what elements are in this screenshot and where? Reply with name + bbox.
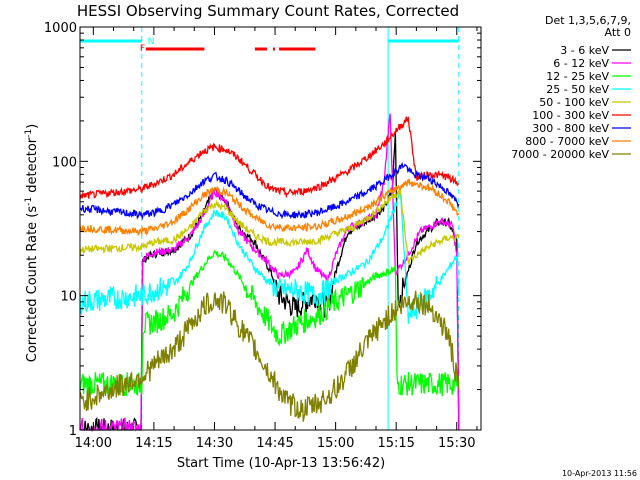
- y-tick-label-2: 100: [52, 155, 77, 170]
- series-line-6: [79, 162, 460, 221]
- series-line-2: [79, 249, 460, 397]
- y-tick-label-3: 1000: [44, 21, 77, 36]
- legend-entry-label-4: 50 - 100 keV: [539, 96, 609, 109]
- series-line-5: [79, 116, 459, 200]
- legend-header-attenuator: Att 0: [605, 26, 631, 39]
- legend-entry-label-1: 6 - 12 keV: [553, 57, 609, 70]
- legend-entry-label-0: 3 - 6 keV: [560, 44, 609, 57]
- plot-frame: [79, 26, 482, 431]
- axes: [79, 26, 482, 431]
- legend-entry-label-8: 7000 - 20000 keV: [511, 148, 609, 161]
- x-tick-label-1: 14:15: [135, 436, 172, 451]
- legend-header-detectors: Det 1,3,5,6,7,9,: [545, 14, 631, 27]
- series-line-8: [79, 290, 460, 422]
- x-tick-label-4: 15:00: [317, 436, 354, 451]
- legend-entry-label-6: 300 - 800 keV: [532, 122, 609, 135]
- y-axis-label: Corrected Count Rate (s-1 detector-1): [24, 124, 40, 362]
- legend-entry-label-2: 12 - 25 keV: [546, 70, 609, 83]
- x-tick-label-6: 15:30: [438, 436, 475, 451]
- legend-entry-label-5: 100 - 300 keV: [532, 109, 609, 122]
- y-tick-label-1: 10: [60, 290, 77, 305]
- x-tick-label-2: 14:30: [196, 436, 233, 451]
- x-tick-label-3: 14:45: [256, 436, 293, 451]
- legend-entry-label-3: 25 - 50 keV: [546, 83, 609, 96]
- series-line-3: [79, 189, 460, 324]
- night-flag-label: N: [148, 37, 155, 47]
- y-tick-labels: 1 10 100 1000: [44, 21, 77, 439]
- x-tick-label-0: 14:00: [75, 436, 112, 451]
- series-layer: [79, 113, 460, 432]
- x-tick-label-5: 15:15: [377, 436, 414, 451]
- flare-flag-label: F: [140, 44, 145, 54]
- legend-entry-label-7: 800 - 7000 keV: [525, 135, 609, 148]
- y-tick-label-0: 1: [69, 424, 77, 439]
- timestamp-stamp: 10-Apr-2013 11:56: [562, 469, 637, 478]
- series-line-7: [79, 178, 460, 237]
- series-line-4: [79, 187, 460, 265]
- x-tick-labels: 14:00 14:15 14:30 14:45 15:00 15:15 15:30: [75, 436, 476, 451]
- chart-title: HESSI Observing Summary Count Rates, Cor…: [77, 2, 459, 20]
- x-axis-label: Start Time (10-Apr-13 13:56:42): [177, 456, 385, 471]
